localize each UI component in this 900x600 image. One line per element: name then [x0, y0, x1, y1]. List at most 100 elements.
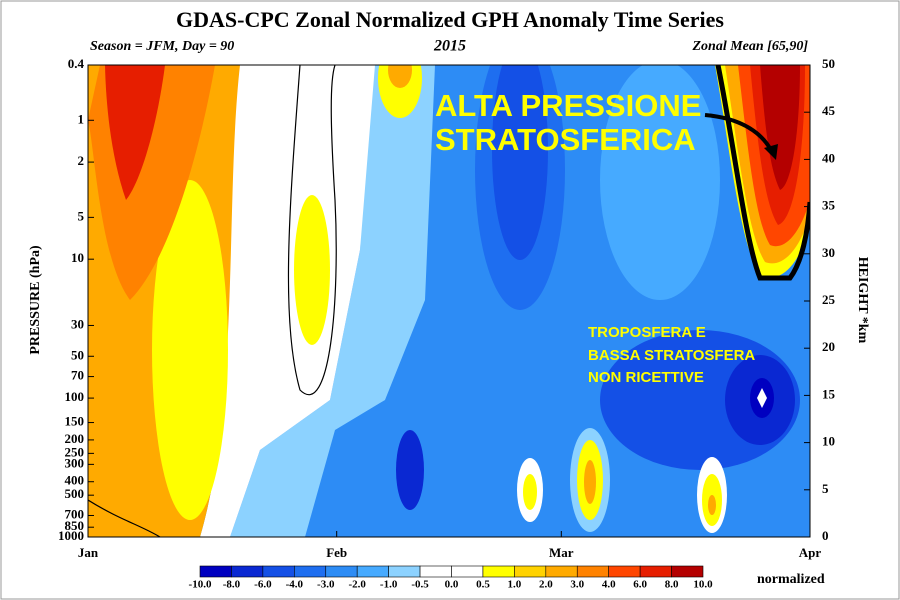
- colorbar-tick-label: 6.0: [633, 579, 647, 591]
- colorbar-tick-label: 1.0: [508, 579, 522, 591]
- colorbar-swatch: [639, 565, 672, 578]
- field-region: [760, 65, 800, 190]
- field-region: [294, 195, 330, 345]
- colorbar-tick-label: 2.0: [539, 579, 553, 591]
- y2-tick-label: 40: [822, 150, 835, 165]
- field-region: [396, 430, 424, 510]
- contour-field: [88, 65, 810, 537]
- highlight-contour: [715, 65, 810, 281]
- annotations: ALTA PRESSIONE STRATOSFERICA TROPOSFERA …: [435, 88, 755, 386]
- y-tick-label: 10: [71, 250, 84, 265]
- colorbar-tick-label: 0.0: [445, 579, 459, 591]
- y-tick-label: 0.4: [68, 56, 85, 71]
- colorbar-label: normalized: [757, 572, 825, 587]
- y-tick-label: 200: [65, 431, 85, 446]
- colorbar-swatch: [545, 565, 578, 578]
- field-region: [230, 65, 435, 537]
- colorbar-tick-label: 0.5: [476, 579, 490, 591]
- y-tick-label: 500: [65, 486, 85, 501]
- colorbar-swatch: [356, 565, 389, 578]
- colorbar-tick-label: 10.0: [693, 579, 713, 591]
- colorbar-swatch: [451, 565, 484, 578]
- field-region: [388, 65, 412, 88]
- y-tick-label: 100: [65, 389, 85, 404]
- y-tick-label: 70: [71, 368, 84, 383]
- y-axis-label: PRESSURE (hPa): [28, 245, 43, 355]
- colorbar-tick-label: -2.0: [348, 579, 366, 591]
- colorbar-tick-label: -10.0: [189, 579, 212, 591]
- x-tick-label: Jan: [78, 545, 99, 560]
- x-tick-label: Apr: [799, 545, 822, 560]
- colorbar-tick-label: -8.0: [223, 579, 241, 591]
- colorbar-swatch: [262, 565, 295, 578]
- contour-line: [287, 65, 337, 396]
- y2-tick-label: 30: [822, 245, 835, 260]
- y-tick-label: 1: [78, 111, 85, 126]
- colorbar-swatch: [514, 565, 547, 578]
- colorbar-tick-label: -0.5: [411, 579, 429, 591]
- y2-tick-label: 5: [822, 481, 829, 496]
- annotation: NON RICETTIVE: [588, 369, 704, 386]
- x-tick-label: Feb: [326, 545, 347, 560]
- colorbar-swatch: [388, 565, 421, 578]
- colorbar-tick-label: -1.0: [380, 579, 398, 591]
- x-tick-label: Mar: [549, 545, 574, 560]
- colorbar-swatch: [294, 565, 327, 578]
- subtitle: Season = JFM, Day = 90: [90, 39, 234, 54]
- y-tick-label: 300: [65, 455, 85, 470]
- colorbar-tick-label: 4.0: [602, 579, 616, 591]
- field-region: [600, 65, 720, 300]
- colorbar-tick-label: 8.0: [665, 579, 679, 591]
- subtitle: 2015: [433, 38, 466, 55]
- y-tick-label: 850: [65, 518, 85, 533]
- chart-title: GDAS-CPC Zonal Normalized GPH Anomaly Ti…: [176, 7, 724, 32]
- annotation: TROPOSFERA E: [588, 324, 706, 341]
- y2-axis-label: HEIGHT *km: [855, 257, 870, 344]
- y2-tick-label: 35: [822, 198, 836, 213]
- annotation-arrowhead: [764, 144, 778, 160]
- y2-tick-label: 15: [822, 386, 836, 401]
- field-region: [584, 460, 596, 504]
- y2-tick-label: 45: [822, 103, 836, 118]
- y2-tick-label: 0: [822, 528, 829, 543]
- field-region: [523, 474, 537, 510]
- colorbar-swatch: [608, 565, 641, 578]
- annotation: STRATOSFERICA: [435, 122, 696, 157]
- colorbar-swatch: [576, 565, 609, 578]
- y-tick-label: 250: [65, 444, 85, 459]
- colorbar-tick-label: -6.0: [254, 579, 272, 591]
- colorbar-swatch: [671, 565, 704, 578]
- y-tick-label: 400: [65, 473, 85, 488]
- field-region: [152, 180, 228, 520]
- subtitle: Zonal Mean [65,90]: [692, 39, 809, 54]
- colorbar-swatch: [231, 565, 264, 578]
- y-tick-label: 5: [78, 208, 85, 223]
- colorbar-tick-label: -4.0: [286, 579, 304, 591]
- field-region: [492, 65, 548, 260]
- field-region: [378, 65, 422, 118]
- field-region: [757, 388, 767, 408]
- y-tick-label: 2: [78, 153, 85, 168]
- colorbar-swatch: [325, 565, 358, 578]
- y2-tick-label: 20: [822, 339, 835, 354]
- colorbar-tick-label: -3.0: [317, 579, 335, 591]
- y-tick-label: 1000: [58, 528, 84, 543]
- y2-tick-label: 50: [822, 56, 835, 71]
- y2-tick-label: 10: [822, 434, 835, 449]
- y-tick-label: 150: [65, 414, 85, 429]
- colorbar-swatch: [199, 565, 232, 578]
- field-region: [200, 65, 375, 537]
- field-region: [708, 495, 716, 515]
- colorbar-swatch: [482, 565, 515, 578]
- y-tick-label: 50: [71, 347, 84, 362]
- field-region: [105, 65, 165, 200]
- y2-tick-label: 25: [822, 292, 836, 307]
- y-tick-label: 700: [65, 506, 85, 521]
- annotation-arrow: [704, 113, 774, 153]
- contour-line: [88, 499, 161, 537]
- colorbar-tick-label: 3.0: [570, 579, 584, 591]
- annotation: BASSA STRATOSFERA: [588, 347, 755, 364]
- y-tick-label: 30: [71, 316, 84, 331]
- colorbar-swatch: [419, 565, 452, 578]
